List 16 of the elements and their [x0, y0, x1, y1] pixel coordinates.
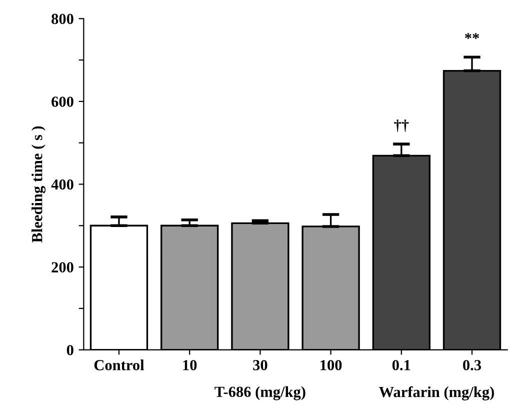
- annotation: ††: [394, 120, 409, 132]
- x-tick-label: 0.1: [392, 360, 410, 370]
- y-tick-label: 800: [52, 14, 74, 24]
- x-tick-label: 0.3: [463, 360, 482, 370]
- x-tick-label: 10: [183, 360, 197, 370]
- y-axis-title: Bleeding time ( s ): [32, 126, 46, 243]
- y-tick-label: 0: [66, 344, 74, 356]
- y-tick-label: 400: [51, 179, 74, 190]
- text: Warfarin (mg/kg): [379, 386, 494, 400]
- x-tick-label: Control: [94, 360, 144, 370]
- x-tick-label: 30: [253, 360, 268, 370]
- text: T-686 (mg/kg): [214, 386, 306, 400]
- annotation: **: [465, 33, 480, 39]
- y-tick-label: 600: [52, 96, 74, 107]
- y-tick-label: 200: [52, 262, 74, 272]
- x-tick-label: 100: [320, 360, 342, 370]
